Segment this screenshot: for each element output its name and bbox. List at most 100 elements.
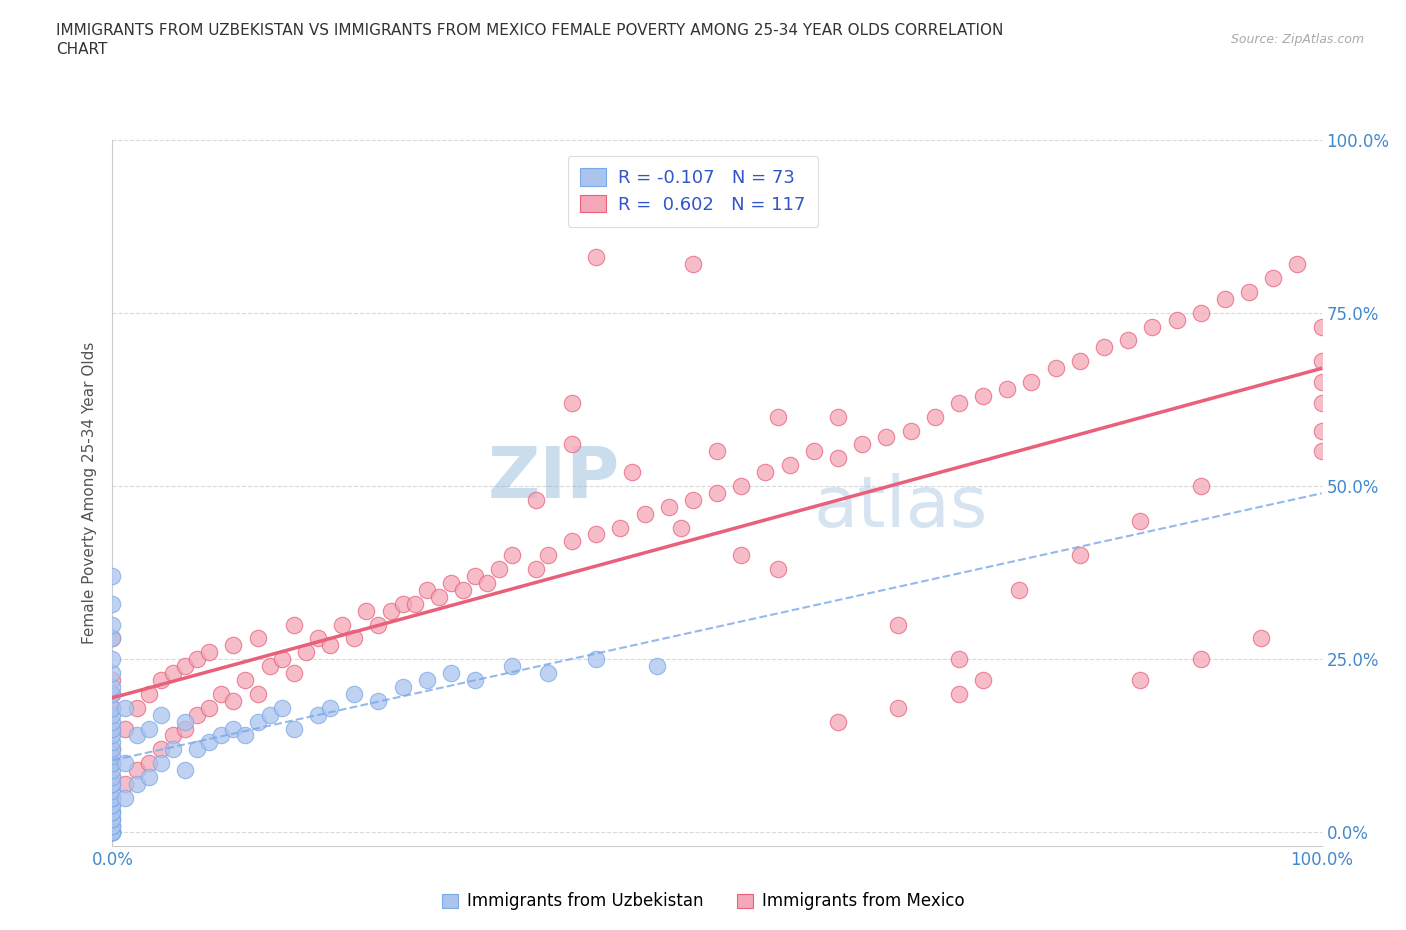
Point [1310, 395, 1333, 410]
Point [1310, 353, 1333, 368]
Text: Source: ZipAtlas.com: Source: ZipAtlas.com [1230, 33, 1364, 46]
Point [682, 257, 704, 272]
Point [766, 409, 789, 424]
Point [101, 825, 124, 840]
Point [1021, 375, 1043, 390]
Point [1129, 513, 1152, 528]
Point [972, 389, 994, 404]
Text: ZIP: ZIP [488, 445, 620, 513]
Point [246, 631, 269, 645]
Point [803, 444, 825, 458]
Point [101, 756, 124, 771]
Point [948, 652, 970, 667]
Point [101, 700, 124, 715]
Point [875, 430, 897, 445]
Point [101, 721, 124, 736]
Point [162, 728, 184, 743]
Point [706, 485, 728, 500]
Point [1237, 285, 1260, 299]
Point [1310, 423, 1333, 438]
Point [1045, 361, 1067, 376]
Point [561, 395, 583, 410]
Point [609, 520, 631, 535]
Point [1129, 672, 1152, 687]
Point [1166, 312, 1188, 327]
Legend: R = -0.107   N = 73, R =  0.602   N = 117: R = -0.107 N = 73, R = 0.602 N = 117 [568, 155, 818, 227]
Point [101, 756, 124, 771]
Point [235, 728, 257, 743]
Point [138, 686, 160, 701]
Point [561, 534, 583, 549]
Point [101, 811, 124, 826]
Point [477, 576, 499, 591]
Point [101, 790, 124, 805]
Text: IMMIGRANTS FROM UZBEKISTAN VS IMMIGRANTS FROM MEXICO FEMALE POVERTY AMONG 25-34 : IMMIGRANTS FROM UZBEKISTAN VS IMMIGRANTS… [56, 23, 1004, 38]
Point [101, 721, 124, 736]
Point [404, 596, 426, 611]
Point [125, 728, 148, 743]
Point [101, 666, 124, 681]
Point [283, 666, 305, 681]
Point [101, 700, 124, 715]
Point [101, 596, 124, 611]
Point [730, 548, 752, 563]
Point [198, 644, 221, 659]
Point [149, 707, 172, 722]
Point [101, 742, 124, 757]
Point [283, 618, 305, 632]
Point [1310, 444, 1333, 458]
Point [524, 492, 547, 507]
Point [186, 742, 208, 757]
Point [669, 520, 692, 535]
Point [427, 590, 450, 604]
Point [125, 763, 148, 777]
Point [319, 700, 342, 715]
Point [125, 777, 148, 791]
Point [356, 604, 378, 618]
Point [270, 652, 292, 667]
Point [101, 777, 124, 791]
Point [101, 783, 124, 798]
Point [440, 666, 463, 681]
Point [1189, 479, 1212, 494]
Point [209, 728, 232, 743]
Point [380, 604, 402, 618]
Point [101, 804, 124, 819]
Point [488, 562, 510, 577]
Point [1116, 333, 1139, 348]
Point [101, 790, 124, 805]
Point [222, 721, 245, 736]
Point [101, 652, 124, 667]
Point [101, 825, 124, 840]
Point [1092, 340, 1115, 355]
Point [416, 582, 439, 597]
Point [101, 680, 124, 695]
Point [633, 506, 655, 521]
Point [270, 700, 292, 715]
Point [779, 458, 801, 472]
Point [537, 548, 560, 563]
Point [209, 686, 232, 701]
Point [730, 479, 752, 494]
Point [101, 825, 124, 840]
Point [101, 825, 124, 840]
Point [464, 672, 486, 687]
Point [948, 686, 970, 701]
Point [1213, 291, 1236, 306]
Point [138, 756, 160, 771]
Point [851, 437, 873, 452]
Point [501, 658, 523, 673]
Point [222, 694, 245, 709]
Point [1008, 582, 1031, 597]
Point [585, 250, 607, 265]
Point [924, 409, 946, 424]
Point [101, 818, 124, 833]
Point [900, 423, 922, 438]
Legend: Immigrants from Uzbekistan, Immigrants from Mexico: Immigrants from Uzbekistan, Immigrants f… [434, 885, 972, 917]
Point [501, 548, 523, 563]
Point [827, 409, 849, 424]
Point [174, 658, 197, 673]
Point [186, 707, 208, 722]
Point [1286, 257, 1309, 272]
Point [887, 618, 910, 632]
